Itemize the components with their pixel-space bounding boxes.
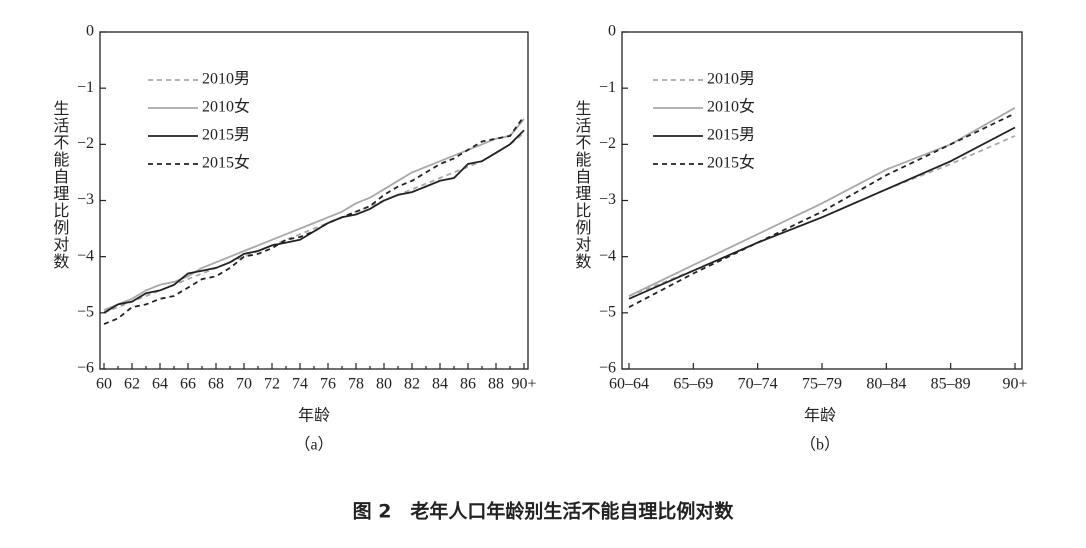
x-tick-label: 60 <box>96 376 112 393</box>
plot-frame <box>621 31 1023 370</box>
legend-label: 2015女 <box>202 153 250 172</box>
y-tick-label: −5 <box>599 304 616 321</box>
x-tick-label: 90+ <box>511 376 536 393</box>
legend-label: 2010男 <box>707 71 755 88</box>
x-tick-label: 86 <box>460 376 476 393</box>
legend-label: 2010女 <box>707 97 755 116</box>
y-tick-label: 0 <box>608 23 616 40</box>
series-line <box>103 118 525 311</box>
legend-label: 2015男 <box>707 127 755 144</box>
y-axis-label: 生活不能自理比例对数 <box>572 100 591 270</box>
y-tick-label: −5 <box>77 304 94 321</box>
x-tick-label: 88 <box>488 376 504 393</box>
x-tick-label: 78 <box>348 376 364 393</box>
legend-label: 2015女 <box>707 153 755 172</box>
y-tick-label: −1 <box>77 79 94 96</box>
legend-label: 2010女 <box>202 97 250 116</box>
x-tick-label: 75–79 <box>802 376 842 393</box>
subtitle: （a） <box>294 436 333 454</box>
x-tick-label: 80–84 <box>866 376 906 393</box>
x-tick-label: 72 <box>264 376 280 393</box>
x-tick-label: 66 <box>180 376 196 393</box>
x-tick-label: 74 <box>292 376 308 393</box>
x-axis-label: 年龄 <box>804 407 836 425</box>
y-tick-label: −4 <box>77 247 94 264</box>
series-line <box>628 135 1016 297</box>
series-line <box>103 129 525 314</box>
y-tick-label: −2 <box>599 135 616 152</box>
x-tick-label: 90+ <box>1002 376 1027 393</box>
x-tick-label: 65–69 <box>673 376 713 393</box>
figure-caption: 图 2 老年人口年龄别生活不能自理比例对数 <box>353 500 735 523</box>
y-tick-label: −3 <box>77 191 94 208</box>
y-axis-label: 生活不能自理比例对数 <box>50 100 69 270</box>
legend-label: 2010男 <box>202 71 250 88</box>
y-tick-label: −6 <box>599 360 616 377</box>
x-tick-label: 62 <box>124 376 140 393</box>
x-tick-label: 60–64 <box>609 376 649 393</box>
x-tick-label: 82 <box>404 376 420 393</box>
y-tick-label: −2 <box>77 135 94 152</box>
y-tick-label: −4 <box>599 247 616 264</box>
y-tick-label: 0 <box>86 23 94 40</box>
x-tick-label: 84 <box>432 376 448 393</box>
plot-frame <box>99 31 529 370</box>
y-tick-label: −6 <box>77 360 94 377</box>
x-tick-label: 70 <box>236 376 252 393</box>
series-line <box>628 112 1016 308</box>
x-tick-label: 70–74 <box>738 376 778 393</box>
series-line <box>103 115 525 325</box>
x-tick-label: 76 <box>320 376 336 393</box>
x-tick-label: 85–89 <box>931 376 971 393</box>
y-tick-label: −1 <box>599 79 616 96</box>
subtitle: （b） <box>800 436 840 454</box>
legend-label: 2015男 <box>202 127 250 144</box>
series-line <box>628 126 1016 300</box>
x-axis-label: 年龄 <box>298 407 330 425</box>
x-tick-label: 80 <box>376 376 392 393</box>
x-tick-label: 68 <box>208 376 224 393</box>
x-tick-label: 64 <box>152 376 168 393</box>
y-tick-label: −3 <box>599 191 616 208</box>
